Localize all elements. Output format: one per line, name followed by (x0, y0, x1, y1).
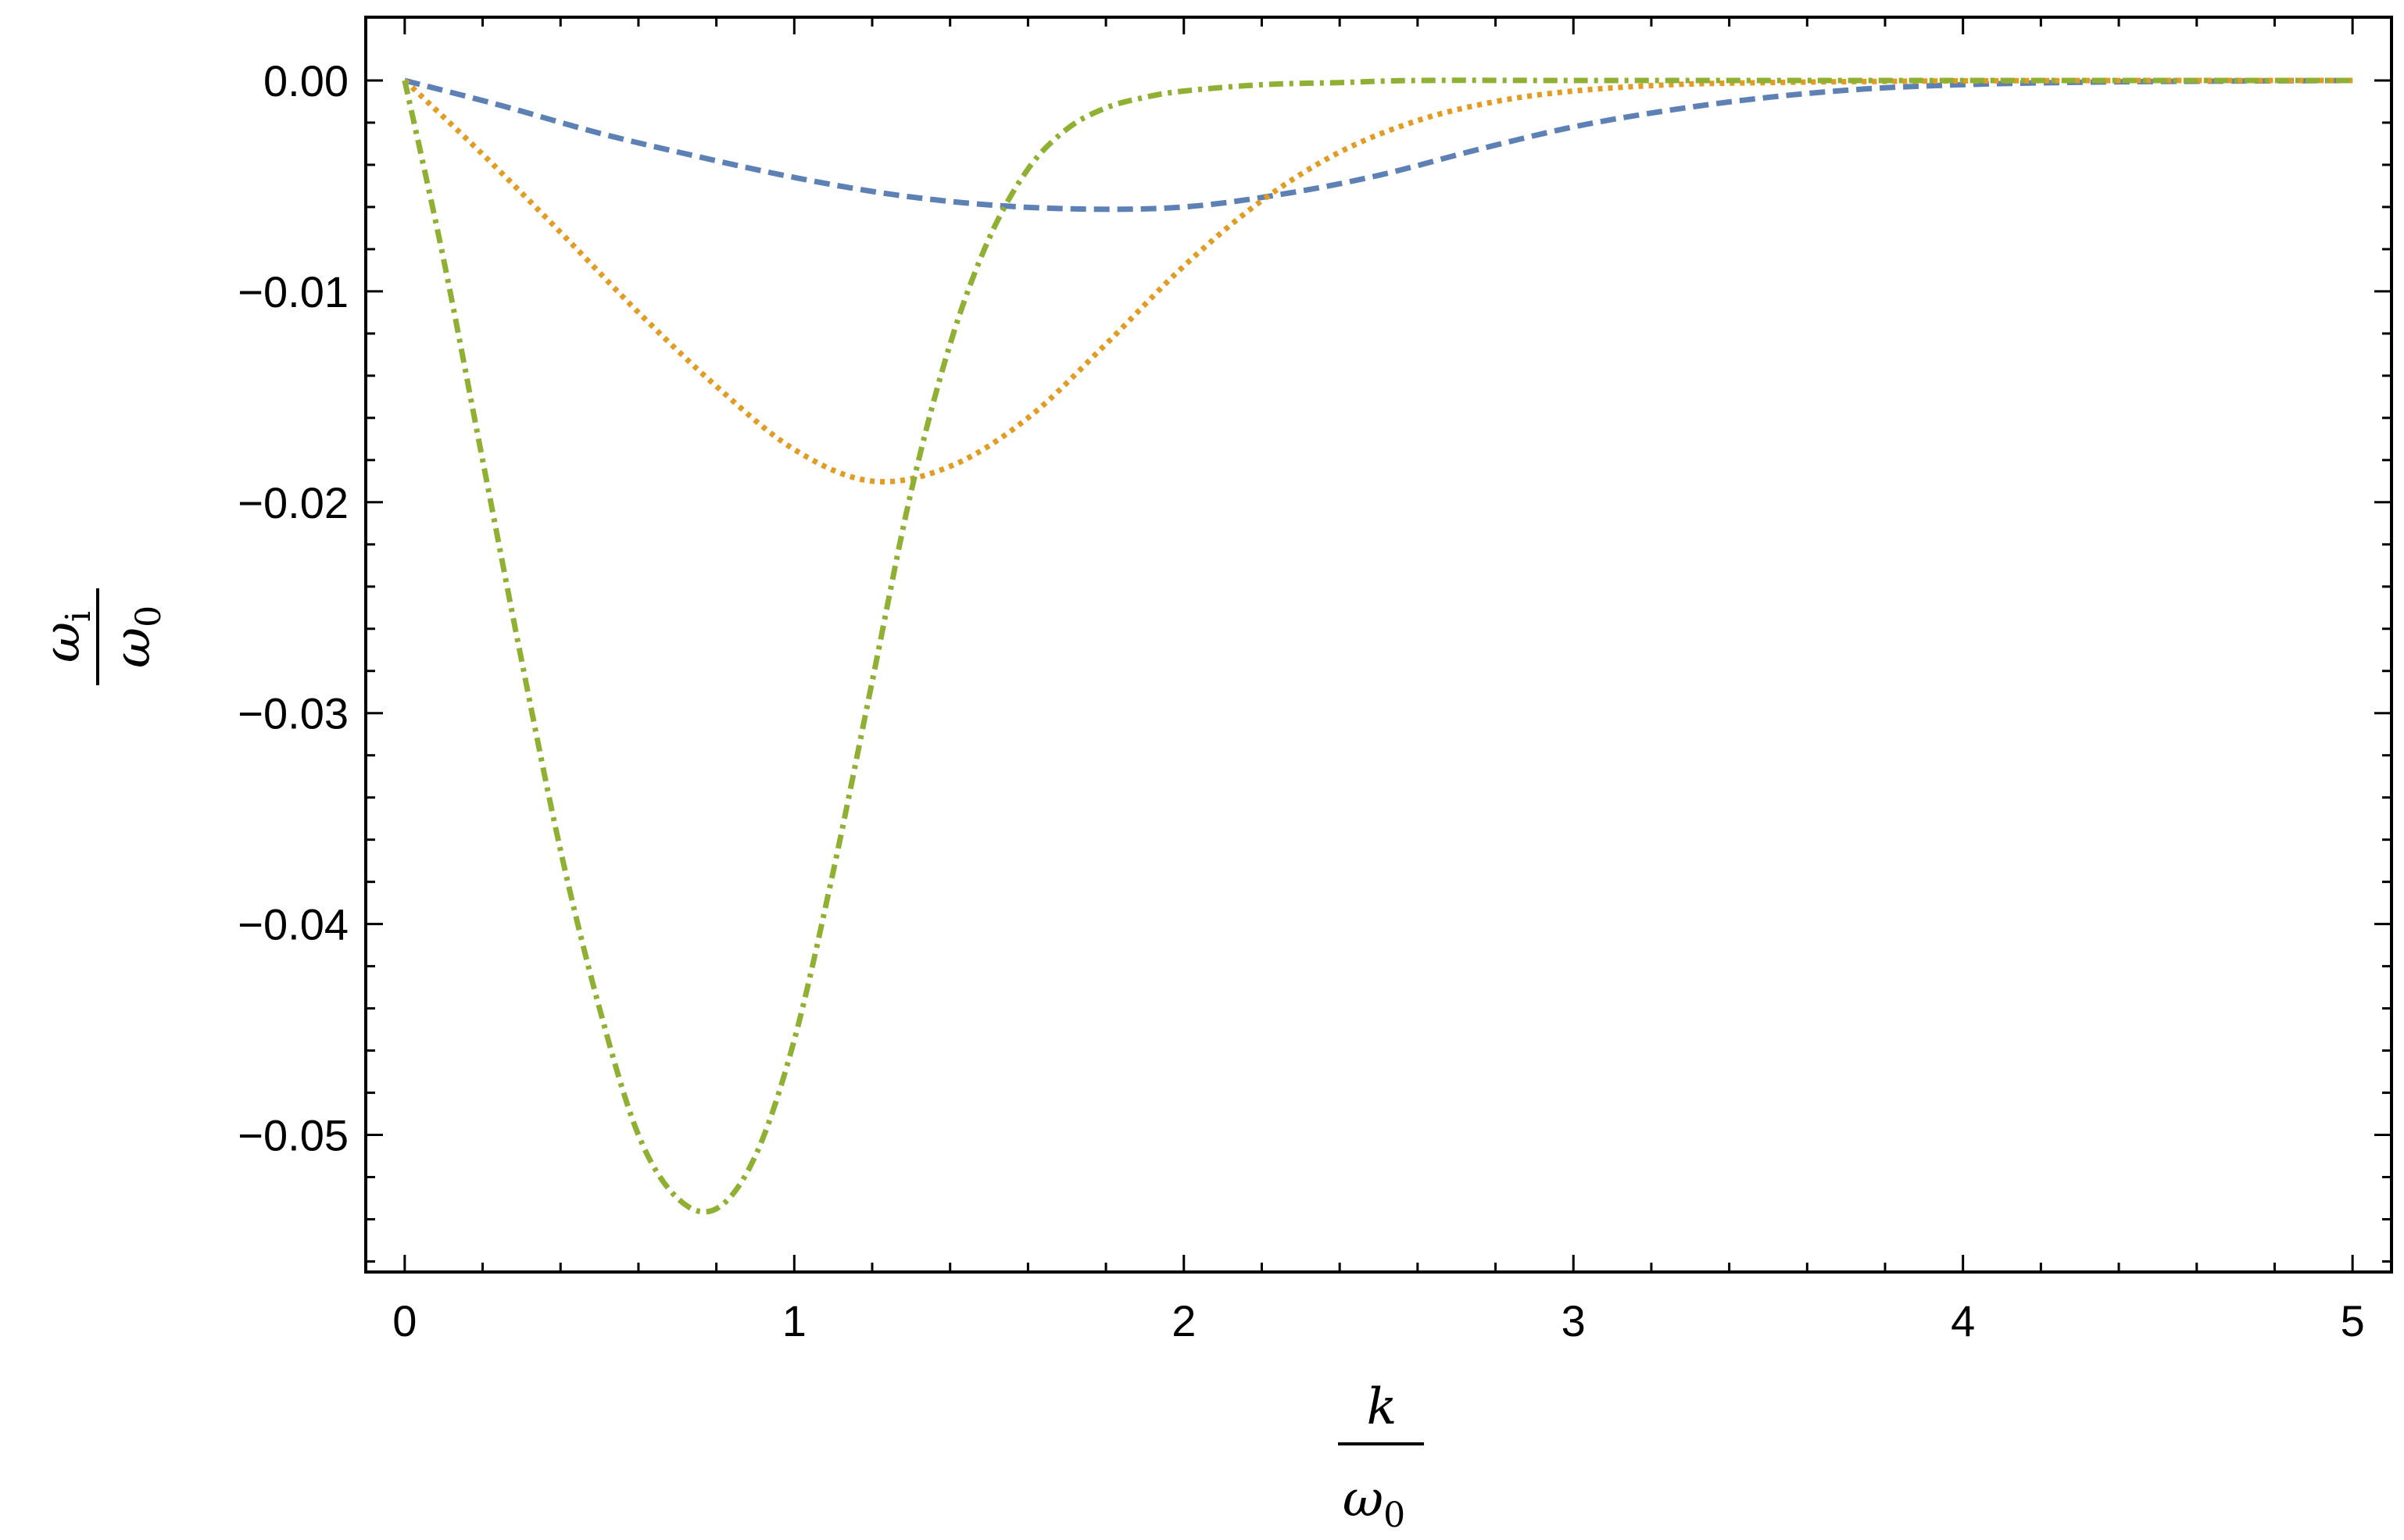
x-tick-label: 1 (782, 1296, 807, 1345)
y-axis-ticks: 0.00 −0.01 −0.02 −0.03 −0.04 −0.05 (238, 56, 2391, 1263)
y-axis-label: ωi ω0 (34, 588, 169, 685)
series-line-1 (403, 77, 2353, 213)
x-axis-label: k ω0 (1338, 1378, 1424, 1535)
y-tick-label: −0.02 (238, 478, 349, 527)
y-axis-label-numerator: ωi (34, 611, 98, 663)
x-axis-ticks: 0 1 2 3 4 5 (392, 17, 2365, 1345)
x-tick-label: 5 (2341, 1296, 2365, 1345)
series-line-2 (402, 77, 2353, 485)
plot-border (364, 16, 2393, 1274)
y-axis-label-denominator: ω0 (104, 606, 169, 668)
plot-frame (364, 16, 2393, 1274)
series-layer (402, 77, 2353, 1215)
x-axis-label-numerator: k (1367, 1378, 1397, 1436)
series-line-3 (402, 77, 2353, 1215)
y-tick-label: −0.04 (238, 900, 349, 949)
y-tick-label: 0.00 (263, 56, 349, 105)
x-tick-label: 3 (1562, 1296, 1586, 1345)
y-tick-label: −0.03 (238, 689, 349, 738)
y-tick-label: −0.05 (238, 1111, 349, 1160)
x-tick-label: 2 (1172, 1296, 1196, 1345)
y-tick-label: −0.01 (238, 267, 349, 316)
x-axis-label-denominator: ω0 (1343, 1470, 1405, 1535)
x-tick-label: 0 (392, 1296, 417, 1345)
x-tick-label: 4 (1951, 1296, 1975, 1345)
